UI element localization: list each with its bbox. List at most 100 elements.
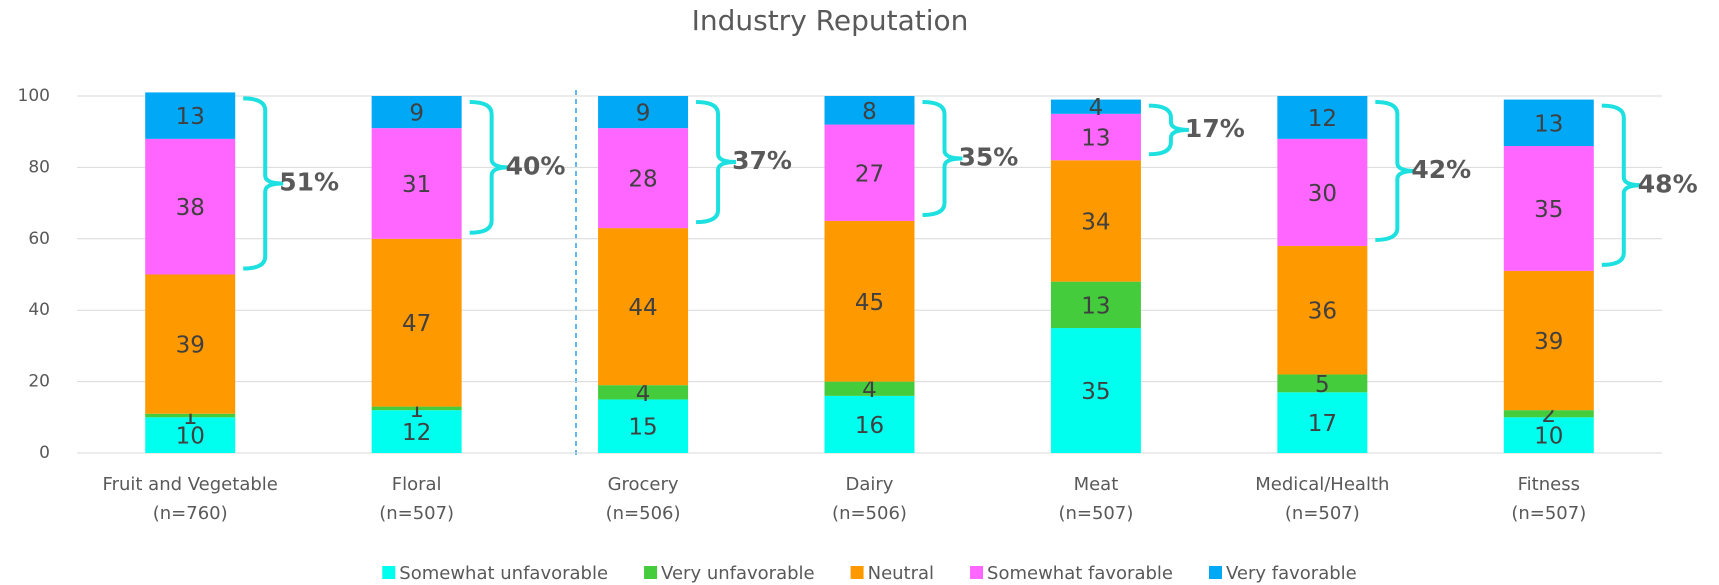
- data-label: 30: [1308, 181, 1337, 207]
- bracket-label: 40%: [506, 151, 566, 180]
- data-label: 35: [1534, 197, 1563, 223]
- x-tick-label: Dairy: [846, 474, 894, 495]
- bar-segment: [145, 92, 236, 139]
- bar-segment: [824, 220, 915, 382]
- bar-segment: [1503, 145, 1594, 271]
- bracket-label: 51%: [279, 167, 339, 196]
- data-label: 45: [855, 290, 884, 316]
- bar-segment: [598, 96, 689, 129]
- x-tick-note: (n=507): [1511, 503, 1586, 524]
- bracket: [1148, 103, 1189, 157]
- bar-segment: [1277, 138, 1368, 246]
- bar-segment: [1050, 160, 1141, 282]
- legend-swatch: [382, 566, 396, 579]
- bar-segment: [824, 395, 915, 453]
- y-tick-label: 40: [28, 300, 50, 320]
- legend-label: Neutral: [868, 563, 934, 584]
- bar-segment: [824, 124, 915, 221]
- legend-label: Very unfavorable: [661, 563, 815, 584]
- x-tick-label: Medical/Health: [1255, 474, 1389, 495]
- legend: Somewhat unfavorable Very unfavorable Neut…: [382, 563, 1357, 584]
- bar-segment: [598, 399, 689, 453]
- data-label: 9: [636, 101, 651, 127]
- bar-segment: [145, 274, 236, 414]
- bar-segment: [371, 410, 462, 453]
- data-label: 17: [1308, 411, 1337, 437]
- x-tick-note: (n=760): [153, 503, 228, 524]
- bar-segment: [1050, 328, 1141, 453]
- data-label: 10: [1534, 424, 1563, 450]
- data-label: 28: [628, 167, 657, 193]
- x-tick-note: (n=507): [379, 503, 454, 524]
- bar-segment: [598, 228, 689, 386]
- y-tick-label: 80: [28, 157, 50, 177]
- bar-segment: [145, 138, 236, 275]
- bracket: [243, 96, 284, 271]
- y-tick-label: 100: [18, 86, 50, 106]
- bar-segment: [145, 417, 236, 453]
- chart-title: Industry Reputation: [692, 4, 969, 37]
- data-label: 39: [176, 333, 205, 359]
- bar-segment: [145, 413, 236, 418]
- y-tick-label: 0: [39, 443, 50, 463]
- data-label: 4: [1089, 95, 1104, 121]
- bar-segment: [1050, 113, 1141, 161]
- x-tick-label: Grocery: [608, 474, 679, 495]
- bar-segment: [1503, 99, 1594, 146]
- legend-swatch: [850, 566, 864, 579]
- bar-segment: [1277, 96, 1368, 139]
- x-tick-note: (n=506): [606, 503, 681, 524]
- data-label: 34: [1081, 209, 1110, 235]
- data-label: 4: [636, 381, 651, 407]
- data-label: 13: [1534, 111, 1563, 137]
- data-label: 12: [1308, 106, 1337, 132]
- bar-segment: [1277, 245, 1368, 375]
- data-label: 38: [176, 195, 205, 221]
- x-tick-label: Fitness: [1518, 474, 1580, 495]
- data-label: 13: [1081, 293, 1110, 319]
- bar-segment: [1277, 374, 1368, 393]
- x-tick-label: Meat: [1074, 474, 1119, 495]
- legend-swatch: [1208, 566, 1222, 579]
- bar-segment: [598, 128, 689, 229]
- data-label: 31: [402, 172, 431, 198]
- data-label: 13: [1081, 126, 1110, 152]
- bracket: [1375, 100, 1416, 242]
- bracket-label: 48%: [1638, 169, 1698, 198]
- data-label: 27: [855, 161, 884, 187]
- bracket-label: 17%: [1185, 114, 1245, 143]
- data-label: 8: [862, 99, 877, 125]
- legend-swatch: [644, 566, 658, 579]
- bar-segment: [371, 238, 462, 407]
- bar-segment: [1050, 281, 1141, 329]
- data-label: 44: [628, 295, 657, 321]
- x-tick-label: Fruit and Vegetable: [103, 474, 278, 495]
- legend-swatch: [970, 566, 984, 579]
- legend-label: Somewhat favorable: [987, 563, 1173, 584]
- y-tick-label: 20: [28, 372, 50, 392]
- bar-segment: [1503, 410, 1594, 418]
- data-label: 10: [176, 424, 205, 450]
- bar-segment: [824, 96, 915, 125]
- data-label: 15: [628, 415, 657, 441]
- x-tick-note: (n=507): [1285, 503, 1360, 524]
- x-tick-note: (n=506): [832, 503, 907, 524]
- bracket-label: 35%: [959, 142, 1019, 171]
- data-label: 39: [1534, 329, 1563, 355]
- data-label: 36: [1308, 299, 1337, 325]
- legend-label: Very favorable: [1226, 563, 1357, 584]
- bar-segment: [371, 128, 462, 239]
- data-label: 47: [402, 311, 431, 337]
- bar-segment: [1503, 270, 1594, 411]
- bracket: [696, 100, 737, 225]
- legend-label: Somewhat unfavorable: [399, 563, 608, 584]
- data-label: 16: [855, 413, 884, 439]
- data-label: 5: [1315, 372, 1330, 398]
- bracket-label: 37%: [732, 146, 792, 175]
- bracket-label: 42%: [1411, 155, 1471, 184]
- x-tick-note: (n=507): [1058, 503, 1133, 524]
- bar-segment: [371, 406, 462, 411]
- y-tick-label: 60: [28, 229, 50, 249]
- bar-segment: [371, 96, 462, 129]
